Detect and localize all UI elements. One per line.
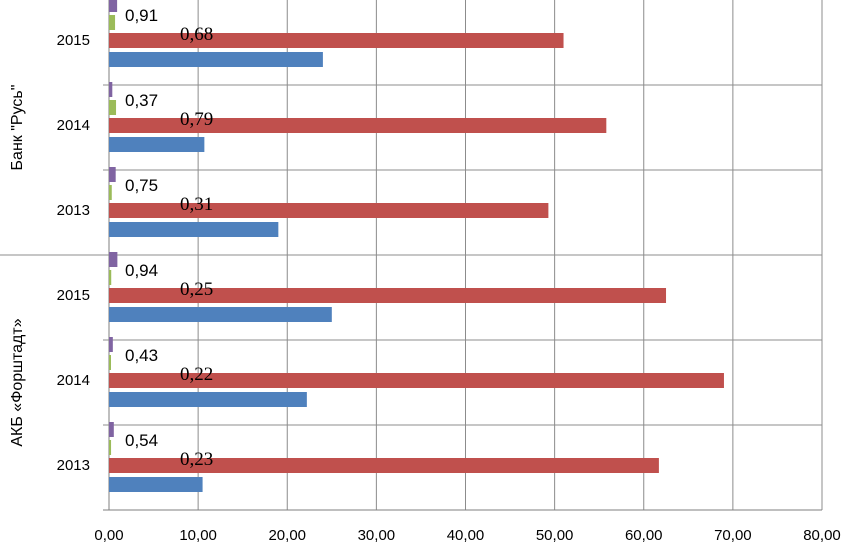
group-label: Банк "Русь" (9, 85, 26, 171)
data-label: 0,91 (125, 6, 158, 25)
y-tick-label: 2013 (57, 202, 90, 219)
bar-green (109, 100, 117, 115)
data-label: 0,23 (180, 449, 213, 470)
x-tick-label: 60,00 (625, 527, 663, 544)
bar-purple (109, 252, 118, 267)
bar-green (109, 440, 112, 455)
x-tick-label: 70,00 (714, 527, 752, 544)
bar-red (109, 288, 667, 303)
bar-red (109, 373, 724, 388)
x-tick-label: 10,00 (179, 527, 217, 544)
bar-green (109, 15, 116, 30)
data-label: 0,37 (125, 91, 158, 110)
group-label: АКБ «Форштадт» (9, 318, 26, 446)
bar-blue (109, 477, 203, 492)
x-tick-label: 80,00 (803, 527, 841, 544)
bar-purple (109, 167, 116, 182)
data-label: 0,94 (125, 261, 158, 280)
x-tick-label: 0,00 (94, 527, 123, 544)
bar-blue (109, 307, 332, 322)
bar-blue (109, 52, 323, 67)
bar-red (109, 203, 549, 218)
data-label: 0,79 (180, 109, 213, 130)
bar-purple (109, 0, 118, 12)
x-tick-label: 50,00 (536, 527, 574, 544)
x-tick-label: 40,00 (447, 527, 485, 544)
bar-green (109, 270, 112, 285)
y-tick-label: 2014 (57, 372, 90, 389)
bar-red (109, 33, 564, 48)
bar-green (109, 355, 111, 370)
data-label: 0,75 (125, 176, 158, 195)
data-label: 0,31 (180, 194, 213, 215)
bar-blue (109, 222, 279, 237)
bar-green (109, 185, 112, 200)
bar-blue (109, 392, 307, 407)
y-tick-label: 2015 (57, 32, 90, 49)
y-tick-label: 2015 (57, 287, 90, 304)
bar-purple (109, 82, 113, 97)
bar-blue (109, 137, 205, 152)
bar-red (109, 118, 607, 133)
y-tick-label: 2013 (57, 457, 90, 474)
data-label: 0,43 (125, 346, 158, 365)
x-tick-label: 30,00 (358, 527, 396, 544)
data-label: 0,25 (180, 279, 213, 300)
bar-purple (109, 422, 114, 437)
data-label: 0,54 (125, 431, 158, 450)
data-label: 0,22 (180, 364, 213, 385)
x-tick-label: 20,00 (268, 527, 306, 544)
data-label: 0,68 (180, 24, 213, 45)
y-tick-label: 2014 (57, 117, 90, 134)
bar-purple (109, 337, 113, 352)
bar-red (109, 458, 659, 473)
